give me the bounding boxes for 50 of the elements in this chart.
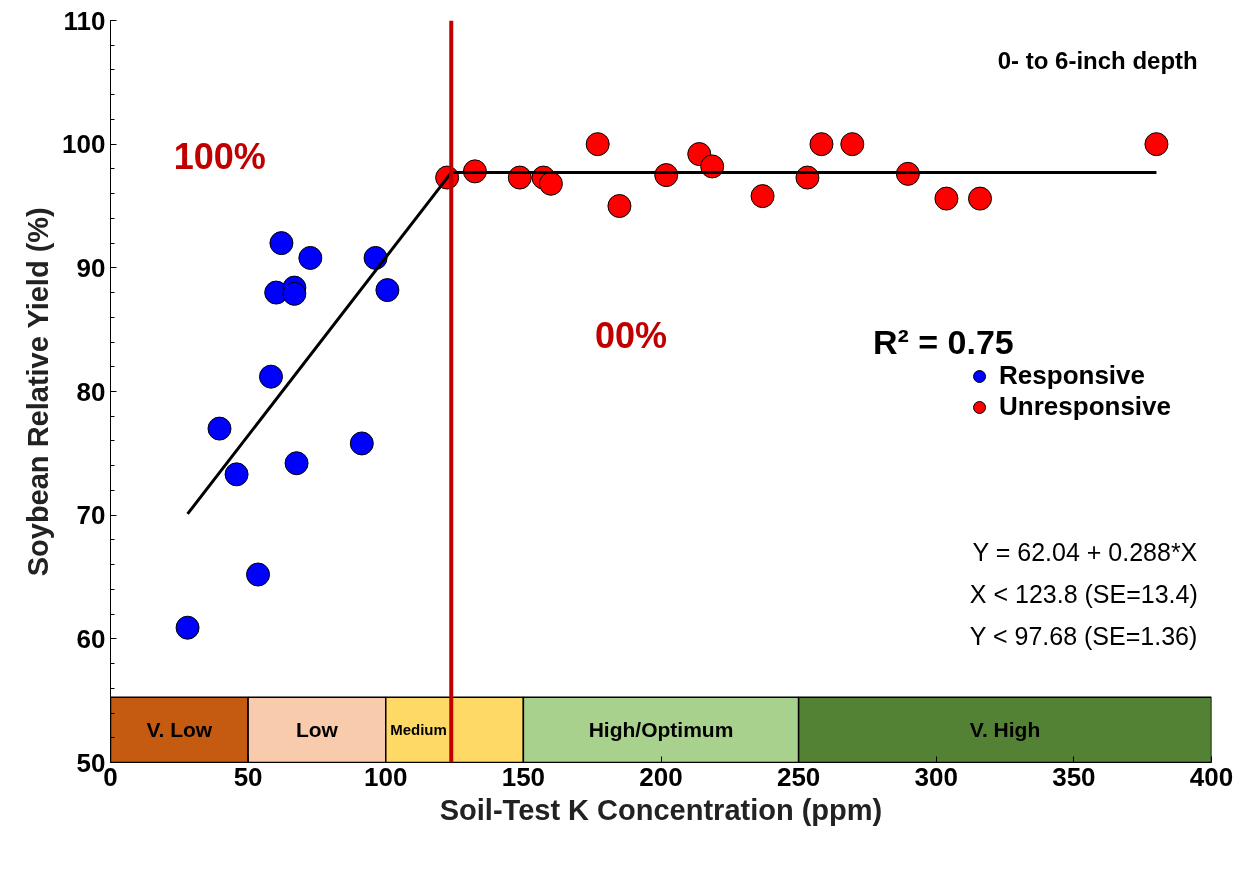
point — [607, 194, 632, 218]
annotation: 100% — [173, 136, 266, 178]
x-tick-label: 400 — [1189, 761, 1234, 792]
point — [809, 132, 834, 157]
legend-label: Responsive — [999, 360, 1145, 391]
band-label: V. Low — [146, 718, 213, 742]
y-tick-label: 70 — [76, 500, 106, 531]
y-tick-label: 80 — [76, 376, 106, 407]
point — [269, 231, 294, 256]
point — [585, 132, 610, 157]
band-label: Low — [295, 718, 339, 742]
x-tick-label: 100 — [364, 761, 408, 792]
x-axis-title: Soil-Test K Concentration (ppm) — [439, 793, 883, 826]
x-tick-label: 50 — [233, 761, 263, 792]
point — [349, 431, 374, 456]
annotation: X < 123.8 (SE=13.4) — [969, 580, 1198, 609]
point — [1144, 132, 1169, 157]
point — [175, 615, 200, 640]
x-tick-label: 150 — [501, 761, 546, 792]
annotation: Y = 62.04 + 0.288*X — [972, 538, 1198, 567]
annotation: 0- to 6-inch depth — [997, 46, 1198, 74]
x-tick-label: 350 — [1052, 761, 1096, 792]
point — [258, 364, 283, 389]
annotation: R² = 0.75 — [872, 323, 1014, 362]
annotation: Y < 97.68 (SE=1.36) — [969, 622, 1198, 651]
point — [750, 184, 775, 209]
point — [375, 278, 400, 303]
x-tick-label: 250 — [776, 761, 821, 792]
point — [284, 451, 309, 476]
annotation: 00% — [594, 315, 667, 357]
y-tick-label: 100 — [62, 129, 106, 160]
point — [538, 171, 563, 196]
point — [224, 462, 249, 487]
y-tick-label: 90 — [76, 252, 106, 283]
point — [282, 281, 307, 306]
band-label: High/Optimum — [588, 718, 734, 742]
x-tick-label: 300 — [914, 761, 958, 792]
point — [934, 186, 959, 211]
point — [840, 132, 865, 157]
point — [246, 562, 271, 587]
y-tick-label: 60 — [76, 623, 106, 654]
x-tick-label: 200 — [639, 761, 683, 792]
band-label: Medium — [390, 721, 447, 739]
y-axis-title: Soybean Relative Yield (%) — [22, 207, 55, 577]
point — [298, 245, 323, 270]
y-tick-label: 110 — [63, 5, 106, 36]
legend-label: Unresponsive — [999, 391, 1171, 422]
band-label: V. High — [969, 718, 1041, 742]
point — [968, 186, 993, 211]
point — [207, 416, 232, 441]
